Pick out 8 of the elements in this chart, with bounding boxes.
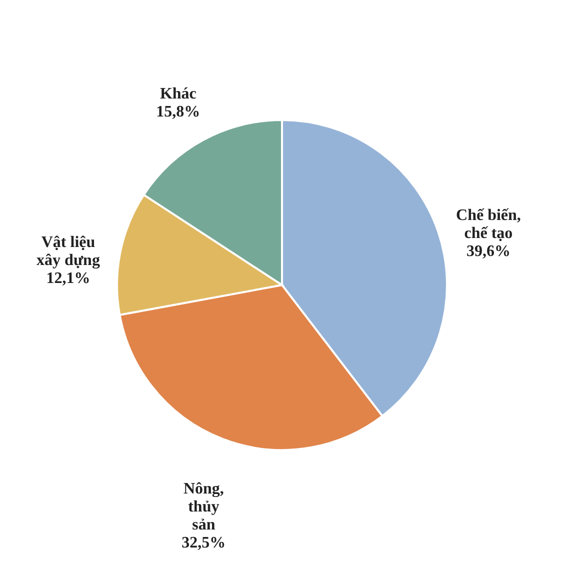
data-label: 12,1% xyxy=(46,270,90,288)
slice-label: Nông, thủy sản xyxy=(183,480,224,534)
data-label: 15,8% xyxy=(156,103,200,120)
slice-label: Vật liệu xây dựng xyxy=(36,234,100,270)
data-label: 39,6% xyxy=(466,243,510,260)
slice-label: Khác xyxy=(160,85,196,102)
data-label: 32,5% xyxy=(182,534,226,552)
slice-label: Chế biến, chế tạo xyxy=(456,207,521,242)
